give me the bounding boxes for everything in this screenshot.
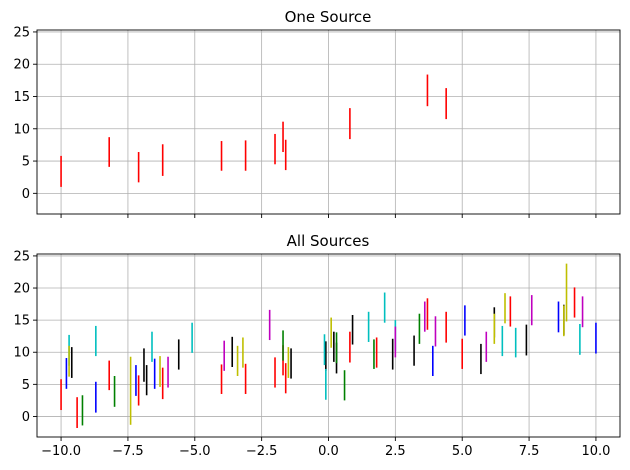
all-sources-title: All Sources — [287, 232, 370, 250]
y-tick-label: 0 — [22, 187, 30, 202]
y-tick-label: 10 — [13, 346, 30, 361]
one-source-panel: One Source 0 5 10 15 20 25 — [13, 8, 621, 218]
x-tick-label: 10.0 — [581, 444, 610, 459]
one-source-title: One Source — [285, 8, 372, 26]
y-tick-label: 20 — [13, 282, 30, 297]
y-tick-label: 0 — [22, 410, 30, 425]
x-tick-label: 5.0 — [452, 444, 473, 459]
y-tick-label: 15 — [13, 90, 30, 105]
all-sources-panel: All Sources −10.0 −7.5 −5.0 −2.5 0.0 2.5 5.0 7.… — [13, 232, 621, 459]
x-tick-label: −2.5 — [246, 444, 278, 459]
x-tick-label: −7.5 — [112, 444, 144, 459]
y-tick-label: 5 — [22, 378, 30, 393]
y-tick-label: 25 — [13, 25, 30, 40]
y-tick-label: 10 — [13, 122, 30, 137]
x-tick-label: 2.5 — [385, 444, 406, 459]
y-tick-label: 20 — [13, 58, 30, 73]
x-tick-label: −5.0 — [179, 444, 211, 459]
x-tick-label: −10.0 — [41, 444, 81, 459]
y-tick-label: 15 — [13, 314, 30, 329]
y-tick-label: 25 — [13, 249, 30, 264]
x-tick-label: 0.0 — [318, 444, 339, 459]
y-tick-label: 5 — [22, 155, 30, 170]
x-tick-label: 7.5 — [519, 444, 540, 459]
